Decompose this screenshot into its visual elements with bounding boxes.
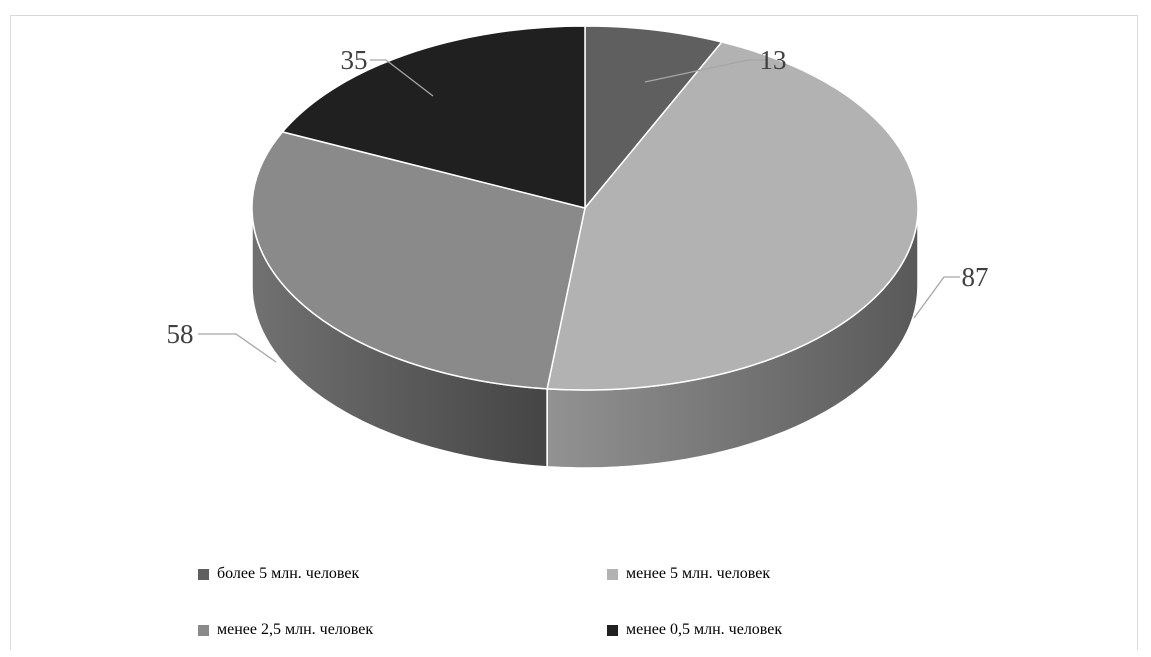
- data-label-4: 35: [341, 45, 368, 75]
- legend-item-2: менее 5 млн. человек: [607, 554, 770, 594]
- data-label-2: 87: [962, 262, 989, 292]
- legend-swatch-4: [607, 624, 618, 636]
- data-label-3: 58: [167, 319, 194, 349]
- legend-row-2: менее 2,5 млн. человек менее 0,5 млн. че…: [0, 610, 1151, 650]
- legend-item-1: более 5 млн. человек: [198, 554, 359, 594]
- legend-label-4: менее 0,5 млн. человек: [626, 621, 783, 638]
- leader-line-2: [913, 276, 960, 319]
- leader-line-3: [198, 333, 277, 363]
- pie-slice-1: [584, 25, 724, 211]
- legend-swatch-2: [607, 568, 618, 580]
- leader-line-1: [644, 59, 768, 83]
- legend-row-1: более 5 млн. человек менее 5 млн. челове…: [0, 554, 1151, 594]
- legend-item-4: менее 0,5 млн. человек: [607, 610, 782, 650]
- legend-label-3: менее 2,5 млн. человек: [217, 621, 374, 638]
- legend-label-2: менее 5 млн. человек: [626, 565, 771, 582]
- pie-slice-4: [281, 25, 586, 209]
- pie-slice-3: [251, 131, 586, 390]
- legend-swatch-3: [198, 624, 209, 636]
- chart-frame: [10, 15, 1138, 650]
- data-label-1: 13: [760, 45, 787, 75]
- legend-item-3: менее 2,5 млн. человек: [198, 610, 373, 650]
- leader-line-4: [370, 59, 434, 97]
- legend-swatch-1: [198, 568, 209, 580]
- legend-label-1: более 5 млн. человек: [217, 565, 360, 582]
- pie-slice-2: [546, 41, 919, 391]
